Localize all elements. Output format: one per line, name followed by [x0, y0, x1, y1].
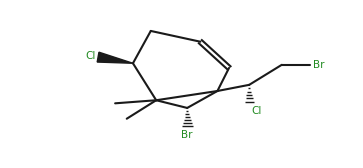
Polygon shape [97, 52, 133, 63]
Text: Br: Br [182, 130, 193, 140]
Text: Cl: Cl [85, 51, 96, 61]
Text: Cl: Cl [252, 106, 262, 116]
Text: Br: Br [313, 60, 324, 70]
